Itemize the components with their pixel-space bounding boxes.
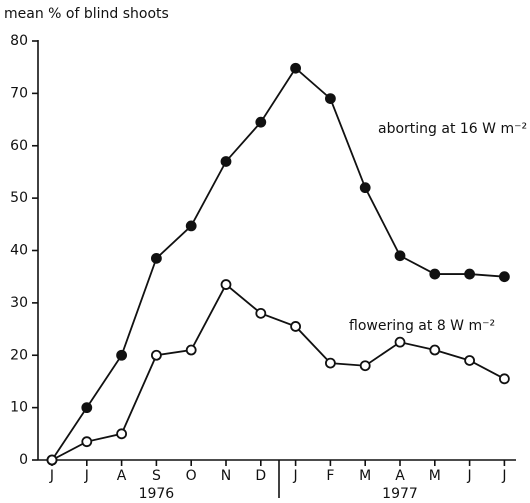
x-tick-label: D xyxy=(255,468,266,484)
series-label: aborting at 16 W m⁻² xyxy=(378,121,527,137)
data-point xyxy=(324,93,336,105)
data-point xyxy=(359,360,371,372)
data-point xyxy=(290,321,302,332)
data-point xyxy=(359,182,371,194)
data-point xyxy=(220,156,232,167)
x-tick-label: S xyxy=(152,468,161,484)
data-point xyxy=(81,402,93,414)
year-label: 1976 xyxy=(139,486,175,502)
y-tick-label: 40 xyxy=(10,243,28,259)
data-point xyxy=(185,220,197,232)
x-tick-label: J xyxy=(501,468,506,484)
x-tick-label: J xyxy=(49,468,54,484)
data-point xyxy=(464,268,476,280)
x-tick-label: F xyxy=(326,468,334,484)
y-tick-label: 10 xyxy=(10,400,28,416)
y-tick-label: 60 xyxy=(10,138,28,154)
data-point xyxy=(429,344,441,356)
data-point xyxy=(498,271,510,283)
x-tick-label: J xyxy=(293,468,298,484)
data-point xyxy=(150,252,162,264)
data-point xyxy=(255,307,267,319)
x-tick-label: N xyxy=(221,468,231,484)
x-tick-label: A xyxy=(395,468,405,484)
series-line xyxy=(51,283,505,461)
y-tick-label: 0 xyxy=(19,452,28,468)
x-tick-label: J xyxy=(84,468,89,484)
data-point xyxy=(429,268,441,280)
data-point xyxy=(498,373,510,385)
data-point xyxy=(394,336,406,348)
x-tick-label: J xyxy=(467,468,472,484)
data-point xyxy=(324,357,336,369)
data-point xyxy=(290,62,302,74)
y-tick-label: 30 xyxy=(10,295,28,311)
x-tick-label: M xyxy=(429,468,441,484)
data-point xyxy=(185,344,197,356)
data-point xyxy=(394,250,406,262)
y-tick-label: 80 xyxy=(10,33,28,49)
data-point xyxy=(46,454,58,466)
data-point xyxy=(150,349,162,361)
y-axis-label: mean % of blind shoots xyxy=(4,6,169,22)
y-tick-label: 20 xyxy=(10,347,28,363)
x-tick-label: O xyxy=(186,468,197,484)
data-point xyxy=(220,279,232,290)
data-point xyxy=(116,349,127,361)
data-point xyxy=(464,355,476,366)
year-label: 1977 xyxy=(382,486,418,502)
data-point xyxy=(255,116,267,128)
series-label: flowering at 8 W m⁻² xyxy=(349,318,495,334)
data-point xyxy=(116,428,127,440)
x-tick-label: M xyxy=(359,468,371,484)
x-tick-label: A xyxy=(117,468,127,484)
data-point xyxy=(81,436,93,448)
y-tick-label: 70 xyxy=(10,85,28,101)
series-line xyxy=(51,66,505,461)
y-tick-label: 50 xyxy=(10,190,28,206)
